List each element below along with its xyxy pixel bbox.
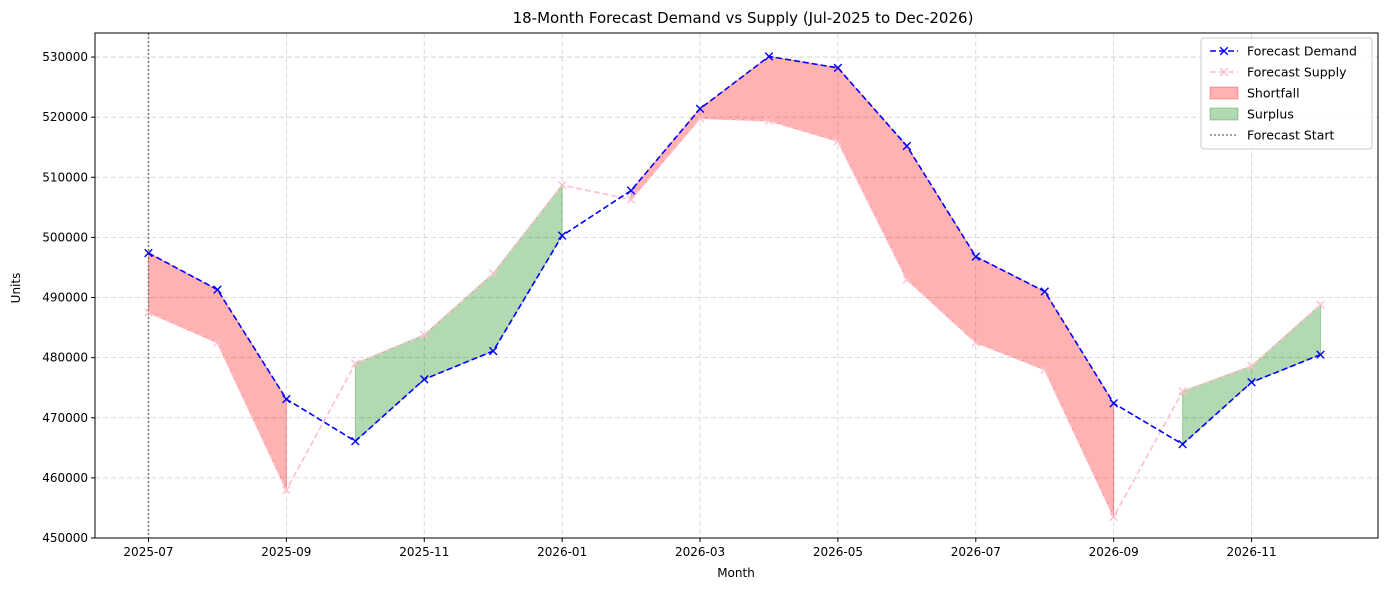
legend-patch (1210, 87, 1238, 99)
x-tick-label: 2025-07 (123, 545, 173, 559)
x-tick-label: 2026-05 (813, 545, 863, 559)
y-tick-label: 500000 (42, 230, 88, 244)
legend-label: Shortfall (1247, 86, 1300, 101)
legend-label: Forecast Supply (1247, 65, 1347, 80)
x-tick-label: 2025-11 (399, 545, 449, 559)
legend-patch (1210, 108, 1238, 120)
y-tick-label: 480000 (42, 351, 88, 365)
x-tick-label: 2026-03 (675, 545, 725, 559)
y-axis-label: Units (9, 273, 23, 304)
x-tick-label: 2026-01 (537, 545, 587, 559)
legend-entry-surplus: Surplus (1210, 107, 1294, 122)
legend-label: Surplus (1247, 107, 1294, 122)
legend-label: Forecast Start (1247, 128, 1335, 143)
x-tick-label: 2026-07 (951, 545, 1001, 559)
series-lines (145, 53, 1325, 521)
y-tick-label: 460000 (42, 471, 88, 485)
shortfall-area (149, 253, 287, 490)
legend-label: Forecast Demand (1247, 44, 1357, 59)
x-tick-label: 2025-09 (261, 545, 311, 559)
y-tick-label: 490000 (42, 291, 88, 305)
y-tick-label: 470000 (42, 411, 88, 425)
y-tick-label: 530000 (42, 50, 88, 64)
chart-title: 18-Month Forecast Demand vs Supply (Jul-… (513, 9, 974, 27)
x-axis-label: Month (717, 566, 755, 580)
x-tick-label: 2026-09 (1089, 545, 1139, 559)
surplus-area (355, 185, 562, 441)
fill-areas (149, 56, 1321, 517)
y-tick-label: 520000 (42, 110, 88, 124)
y-tick-label: 510000 (42, 170, 88, 184)
legend: Forecast Demand Forecast Supply Shortfall S… (1201, 38, 1372, 149)
x-tick-label: 2026-11 (1226, 545, 1276, 559)
legend-entry-shortfall: Shortfall (1210, 86, 1300, 101)
supply-line (149, 118, 1321, 517)
y-tick-label: 450000 (42, 531, 88, 545)
shortfall-area (631, 56, 1114, 517)
